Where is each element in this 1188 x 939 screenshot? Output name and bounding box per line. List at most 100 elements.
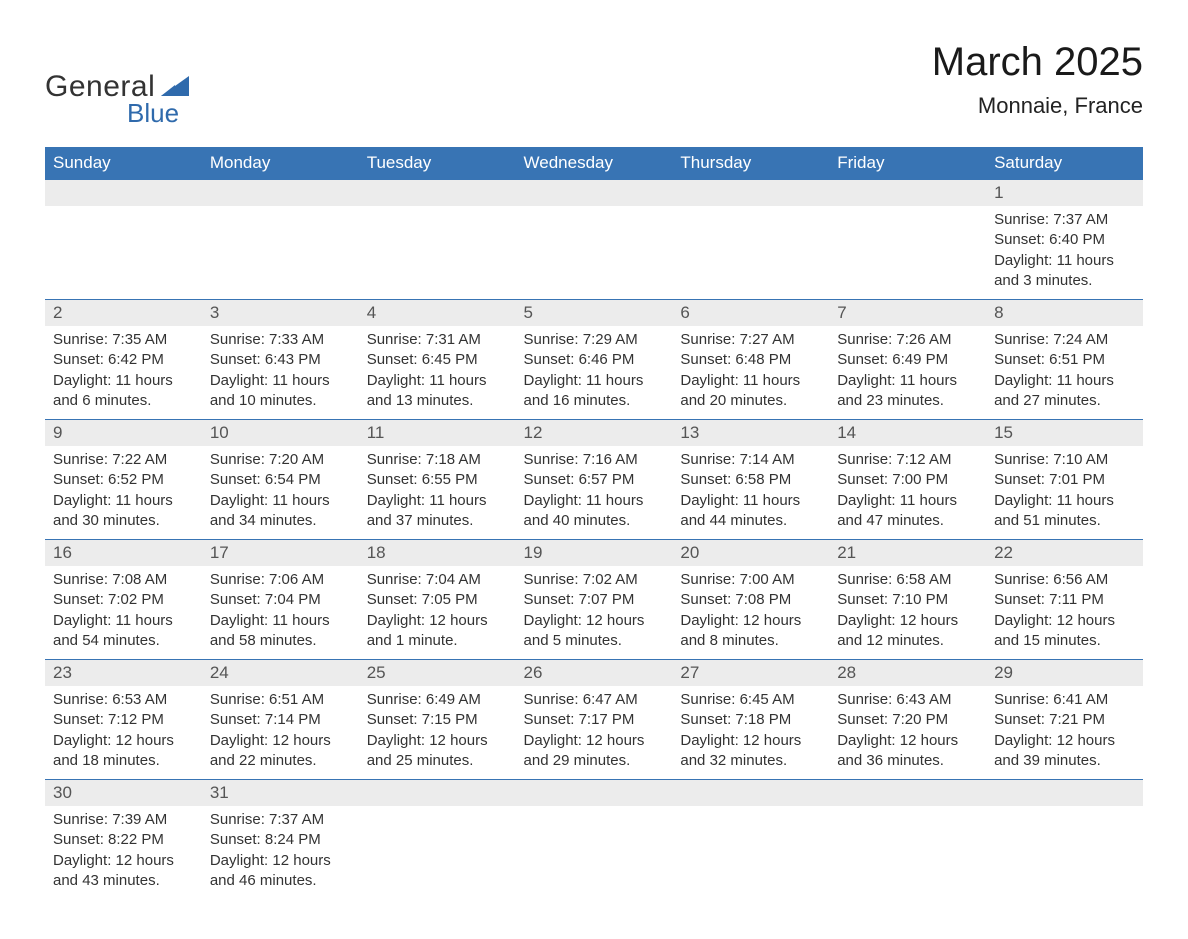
day-detail (516, 206, 673, 226)
day-cell-number: 14 (829, 420, 986, 447)
day-detail: Sunrise: 7:06 AMSunset: 7:04 PMDaylight:… (202, 566, 359, 659)
day-cell-number (516, 780, 673, 807)
day-cell-number: 19 (516, 540, 673, 567)
day-detail: Sunrise: 7:37 AMSunset: 6:40 PMDaylight:… (986, 206, 1143, 299)
day-cell-number (986, 780, 1143, 807)
day-cell-number: 28 (829, 660, 986, 687)
daylight-text: Daylight: 12 hours and 36 minutes. (837, 731, 978, 772)
day-detail: Sunrise: 6:41 AMSunset: 7:21 PMDaylight:… (986, 686, 1143, 779)
sunrise-text: Sunrise: 6:41 AM (994, 690, 1135, 710)
day-number (359, 780, 516, 804)
brand-part2: Blue (127, 98, 189, 129)
daylight-text: Daylight: 11 hours and 51 minutes. (994, 491, 1135, 532)
day-cell-number: 16 (45, 540, 202, 567)
day-number: 19 (516, 540, 673, 566)
daylight-text: Daylight: 12 hours and 22 minutes. (210, 731, 351, 772)
sunset-text: Sunset: 6:57 PM (524, 470, 665, 490)
day-cell-number (829, 180, 986, 207)
day-cell-number (829, 780, 986, 807)
sunrise-text: Sunrise: 7:33 AM (210, 330, 351, 350)
sunset-text: Sunset: 7:20 PM (837, 710, 978, 730)
day-cell-body: Sunrise: 7:39 AMSunset: 8:22 PMDaylight:… (45, 806, 202, 899)
day-cell-number: 29 (986, 660, 1143, 687)
day-detail: Sunrise: 6:53 AMSunset: 7:12 PMDaylight:… (45, 686, 202, 779)
sunset-text: Sunset: 7:17 PM (524, 710, 665, 730)
sunrise-text: Sunrise: 7:06 AM (210, 570, 351, 590)
day-cell-number: 5 (516, 300, 673, 327)
day-number: 12 (516, 420, 673, 446)
day-detail: Sunrise: 7:00 AMSunset: 7:08 PMDaylight:… (672, 566, 829, 659)
sunset-text: Sunset: 8:24 PM (210, 830, 351, 850)
day-detail: Sunrise: 7:37 AMSunset: 8:24 PMDaylight:… (202, 806, 359, 899)
sunset-text: Sunset: 6:49 PM (837, 350, 978, 370)
day-number: 8 (986, 300, 1143, 326)
day-cell-body (516, 806, 673, 899)
day-cell-number: 17 (202, 540, 359, 567)
day-number: 26 (516, 660, 673, 686)
daylight-text: Daylight: 12 hours and 5 minutes. (524, 611, 665, 652)
week-body-row: Sunrise: 7:22 AMSunset: 6:52 PMDaylight:… (45, 446, 1143, 540)
sunrise-text: Sunrise: 7:18 AM (367, 450, 508, 470)
sunset-text: Sunset: 6:51 PM (994, 350, 1135, 370)
sunrise-text: Sunrise: 6:51 AM (210, 690, 351, 710)
sunrise-text: Sunrise: 6:47 AM (524, 690, 665, 710)
day-detail: Sunrise: 7:35 AMSunset: 6:42 PMDaylight:… (45, 326, 202, 419)
day-cell-number: 6 (672, 300, 829, 327)
col-monday: Monday (202, 147, 359, 180)
col-friday: Friday (829, 147, 986, 180)
sunset-text: Sunset: 7:00 PM (837, 470, 978, 490)
week-body-row: Sunrise: 7:35 AMSunset: 6:42 PMDaylight:… (45, 326, 1143, 420)
day-number: 30 (45, 780, 202, 806)
day-detail (829, 806, 986, 826)
daylight-text: Daylight: 11 hours and 58 minutes. (210, 611, 351, 652)
day-cell-body: Sunrise: 6:56 AMSunset: 7:11 PMDaylight:… (986, 566, 1143, 660)
week-body-row: Sunrise: 6:53 AMSunset: 7:12 PMDaylight:… (45, 686, 1143, 780)
sunrise-text: Sunrise: 7:37 AM (994, 210, 1135, 230)
sunrise-text: Sunrise: 7:24 AM (994, 330, 1135, 350)
col-wednesday: Wednesday (516, 147, 673, 180)
day-detail (986, 806, 1143, 826)
day-cell-body: Sunrise: 6:51 AMSunset: 7:14 PMDaylight:… (202, 686, 359, 780)
week-body-row: Sunrise: 7:08 AMSunset: 7:02 PMDaylight:… (45, 566, 1143, 660)
day-detail: Sunrise: 7:16 AMSunset: 6:57 PMDaylight:… (516, 446, 673, 539)
day-detail: Sunrise: 6:56 AMSunset: 7:11 PMDaylight:… (986, 566, 1143, 659)
day-cell-body (829, 206, 986, 300)
day-cell-body (202, 206, 359, 300)
sunset-text: Sunset: 8:22 PM (53, 830, 194, 850)
day-cell-number: 20 (672, 540, 829, 567)
sunrise-text: Sunrise: 7:31 AM (367, 330, 508, 350)
daylight-text: Daylight: 11 hours and 6 minutes. (53, 371, 194, 412)
daylight-text: Daylight: 11 hours and 34 minutes. (210, 491, 351, 532)
daylight-text: Daylight: 12 hours and 12 minutes. (837, 611, 978, 652)
day-cell-body: Sunrise: 7:18 AMSunset: 6:55 PMDaylight:… (359, 446, 516, 540)
sunset-text: Sunset: 7:18 PM (680, 710, 821, 730)
day-number: 4 (359, 300, 516, 326)
daylight-text: Daylight: 12 hours and 25 minutes. (367, 731, 508, 772)
day-detail: Sunrise: 7:27 AMSunset: 6:48 PMDaylight:… (672, 326, 829, 419)
sunrise-text: Sunrise: 7:22 AM (53, 450, 194, 470)
day-cell-number: 15 (986, 420, 1143, 447)
day-detail (202, 206, 359, 226)
sunset-text: Sunset: 6:40 PM (994, 230, 1135, 250)
sunrise-text: Sunrise: 7:12 AM (837, 450, 978, 470)
day-number: 20 (672, 540, 829, 566)
day-number: 25 (359, 660, 516, 686)
sunset-text: Sunset: 7:15 PM (367, 710, 508, 730)
week-daynum-row: 9101112131415 (45, 420, 1143, 447)
sunrise-text: Sunrise: 6:43 AM (837, 690, 978, 710)
sunset-text: Sunset: 7:14 PM (210, 710, 351, 730)
sunrise-text: Sunrise: 7:29 AM (524, 330, 665, 350)
day-number: 18 (359, 540, 516, 566)
day-cell-body: Sunrise: 7:12 AMSunset: 7:00 PMDaylight:… (829, 446, 986, 540)
day-cell-number: 18 (359, 540, 516, 567)
day-cell-body: Sunrise: 6:43 AMSunset: 7:20 PMDaylight:… (829, 686, 986, 780)
day-number: 5 (516, 300, 673, 326)
day-cell-body: Sunrise: 7:04 AMSunset: 7:05 PMDaylight:… (359, 566, 516, 660)
sunset-text: Sunset: 6:48 PM (680, 350, 821, 370)
sunset-text: Sunset: 7:05 PM (367, 590, 508, 610)
day-cell-body: Sunrise: 7:06 AMSunset: 7:04 PMDaylight:… (202, 566, 359, 660)
sunset-text: Sunset: 6:46 PM (524, 350, 665, 370)
sunrise-text: Sunrise: 6:56 AM (994, 570, 1135, 590)
sunrise-text: Sunrise: 7:04 AM (367, 570, 508, 590)
day-cell-number: 21 (829, 540, 986, 567)
